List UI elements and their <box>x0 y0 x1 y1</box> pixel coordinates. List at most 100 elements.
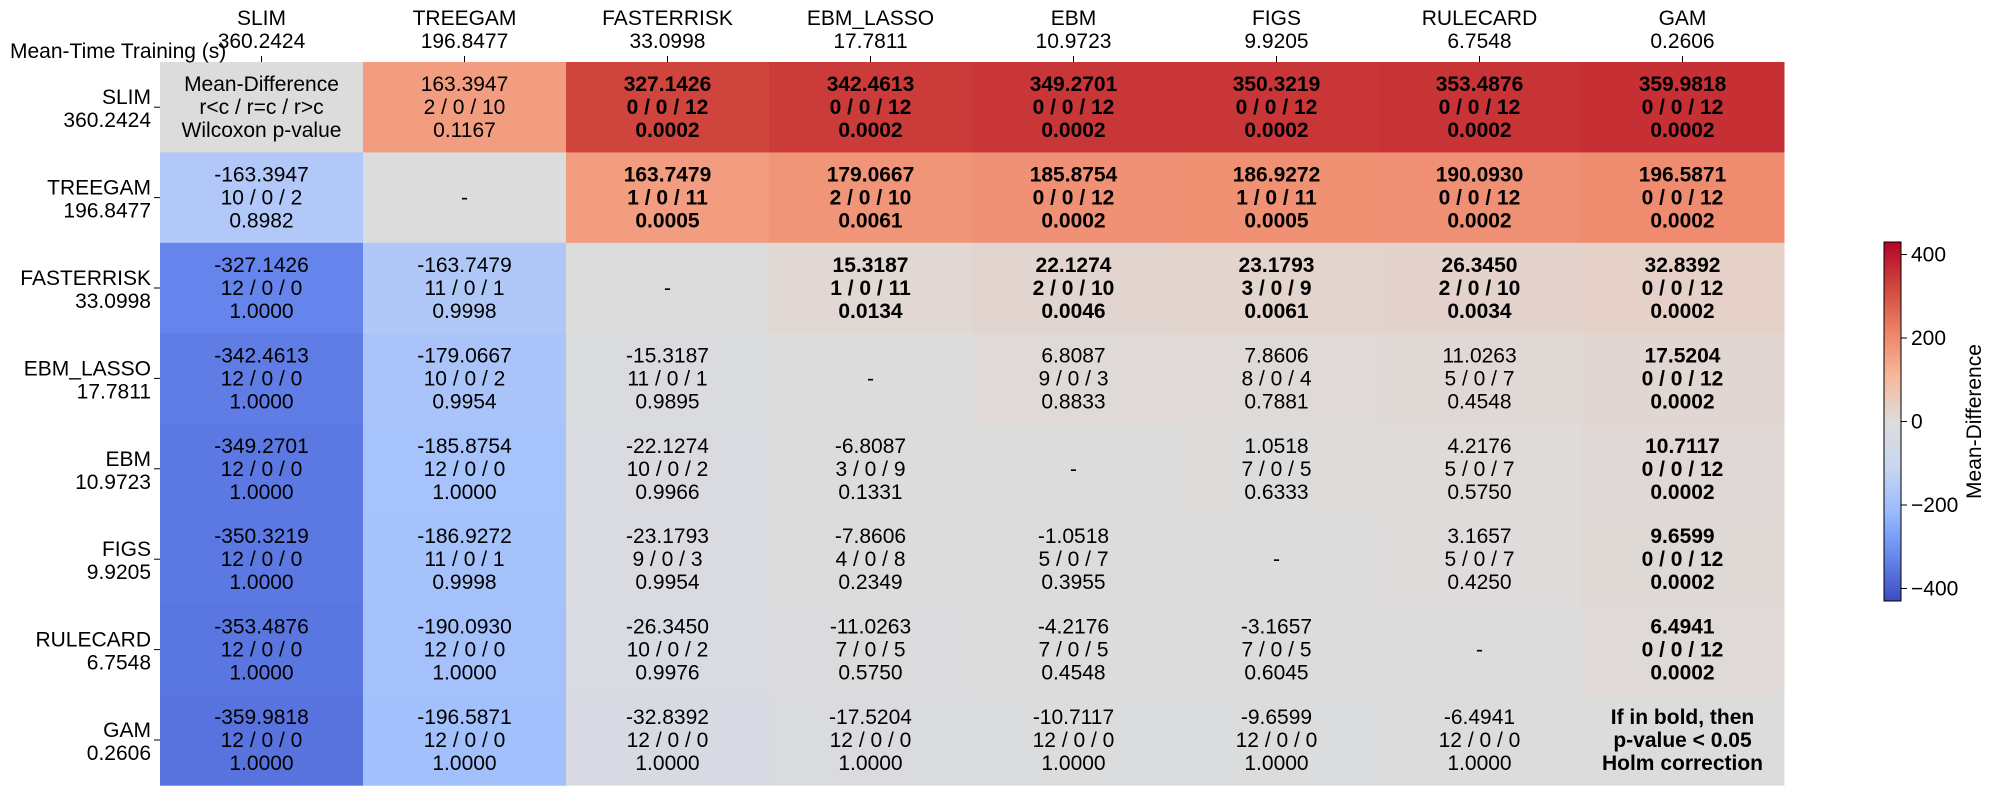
cell-label: 3 / 0 / 9 <box>835 458 905 481</box>
cell-label: -11.0263 <box>830 616 911 639</box>
cell-label: 26.3450 <box>1442 254 1518 277</box>
y-tick-label: SLIM <box>102 86 151 109</box>
cell-label: 1.0000 <box>432 752 496 775</box>
y-tick-label: 360.2424 <box>63 109 151 132</box>
x-tick-label: RULECARD <box>1422 7 1538 30</box>
cell-label: 3.1657 <box>1447 525 1511 548</box>
heatmap-cell <box>769 333 973 425</box>
heatmap-cell <box>1581 423 1785 515</box>
cell-label: 0.9998 <box>432 300 496 323</box>
cell-label: 1.0000 <box>1244 752 1308 775</box>
cell-label: 0.0002 <box>1650 300 1714 323</box>
cell-label: -17.5204 <box>829 706 912 729</box>
heatmap-cell <box>160 152 364 244</box>
colorbar-tick-label: 0 <box>1911 411 1923 434</box>
cell-label: 0.6045 <box>1244 662 1308 685</box>
heatmap-cell <box>1378 333 1582 425</box>
cell-label: 1 / 0 / 11 <box>1236 187 1317 210</box>
x-tick-label: 10.9723 <box>1036 30 1112 53</box>
cell-label: 0.0002 <box>1650 571 1714 594</box>
cell-label: 0.0034 <box>1447 300 1512 323</box>
heatmap-cell <box>769 242 973 334</box>
cell-label: 1.0000 <box>229 300 293 323</box>
cell-label: -10.7117 <box>1033 706 1114 729</box>
cell-label: p-value < 0.05 <box>1613 729 1752 752</box>
cell-label: 5 / 0 / 7 <box>1038 548 1108 571</box>
heatmap-cell <box>160 242 364 334</box>
cell-label: 0 / 0 / 12 <box>1033 187 1115 210</box>
y-tick-label: 9.9205 <box>87 561 151 584</box>
cell-label: 0.8833 <box>1041 390 1105 413</box>
cell-label: -185.8754 <box>417 435 512 458</box>
cell-label: 0.1167 <box>433 119 496 142</box>
cell-label: 8 / 0 / 4 <box>1241 367 1311 390</box>
cell-label: 0.7881 <box>1244 390 1308 413</box>
cell-label: 7 / 0 / 5 <box>1241 639 1311 662</box>
cell-label: 0.0002 <box>1650 481 1714 504</box>
cell-label: 0.0005 <box>635 210 700 233</box>
cell-label: 179.0667 <box>827 164 915 187</box>
heatmap-cell <box>769 62 973 153</box>
cell-label: 0.0002 <box>1650 390 1714 413</box>
cell-label: -342.4613 <box>214 344 309 367</box>
cell-label: 0 / 0 / 12 <box>1642 458 1724 481</box>
heatmap-cell <box>363 514 567 605</box>
cell-label: 0 / 0 / 12 <box>1642 639 1724 662</box>
cell-label: 1.0000 <box>432 481 496 504</box>
diagonal-symbol: - <box>664 277 671 300</box>
cell-label: 0.4548 <box>1447 390 1511 413</box>
cell-label: 12 / 0 / 0 <box>627 729 709 752</box>
heatmap-cell <box>160 333 364 425</box>
y-tick-label: GAM <box>103 719 151 742</box>
diagonal-symbol: - <box>461 187 468 210</box>
cell-label: 0.0002 <box>635 119 699 142</box>
x-tick-label: FASTERRISK <box>602 7 733 30</box>
cell-label: -6.4941 <box>1444 706 1515 729</box>
cell-label: 11 / 0 / 1 <box>627 367 707 390</box>
corner-axis-label: Mean-Time Training (s) <box>10 40 226 63</box>
heatmap-cell <box>1581 514 1785 605</box>
cell-label: 10 / 0 / 2 <box>221 187 303 210</box>
diagonal-symbol: - <box>867 367 874 390</box>
heatmap-cell <box>1378 423 1582 515</box>
heatmap-cell <box>972 604 1176 696</box>
cell-label: 359.9818 <box>1639 73 1727 96</box>
heatmap-cell <box>566 604 770 696</box>
cell-label: 1.0000 <box>229 481 293 504</box>
x-tick-label: FIGS <box>1252 7 1301 30</box>
cell-label: 4.2176 <box>1447 435 1511 458</box>
heatmap-cell <box>363 242 567 334</box>
heatmap-cell <box>363 423 567 515</box>
heatmap-cell <box>972 242 1176 334</box>
cell-label: 0 / 0 / 12 <box>1033 96 1115 119</box>
cell-label: 1.0000 <box>432 662 496 685</box>
cell-label: 0 / 0 / 12 <box>830 96 912 119</box>
cell-label: 0.4548 <box>1041 662 1105 685</box>
diagonal-symbol: - <box>1070 458 1077 481</box>
cell-label: -359.9818 <box>214 706 309 729</box>
x-tick-label: TREEGAM <box>413 7 517 30</box>
cell-label: 12 / 0 / 0 <box>424 458 506 481</box>
y-tick-label: TREEGAM <box>47 177 151 200</box>
colorbar-tick-label: −200 <box>1911 494 1958 517</box>
heatmap-cell <box>1175 152 1379 244</box>
cell-label: 0.0005 <box>1244 210 1309 233</box>
cell-label: 22.1274 <box>1036 254 1112 277</box>
cell-label: -15.3187 <box>626 344 709 367</box>
heatmap-cell <box>363 333 567 425</box>
cell-label: -349.2701 <box>214 435 309 458</box>
cell-label: 12 / 0 / 0 <box>830 729 912 752</box>
cell-label: 0.5750 <box>838 662 902 685</box>
heatmap-cell <box>1378 242 1582 334</box>
cell-label: 0.0002 <box>1447 210 1511 233</box>
cell-label: -196.5871 <box>417 706 512 729</box>
heatmap-cell <box>1175 694 1379 786</box>
cell-label: 5 / 0 / 7 <box>1444 458 1514 481</box>
cell-label: 342.4613 <box>827 73 915 96</box>
cell-label: 0.5750 <box>1447 481 1511 504</box>
cell-label: 185.8754 <box>1030 164 1118 187</box>
cell-label: 3 / 0 / 9 <box>1241 277 1311 300</box>
diagonal-symbol: - <box>1476 639 1483 662</box>
